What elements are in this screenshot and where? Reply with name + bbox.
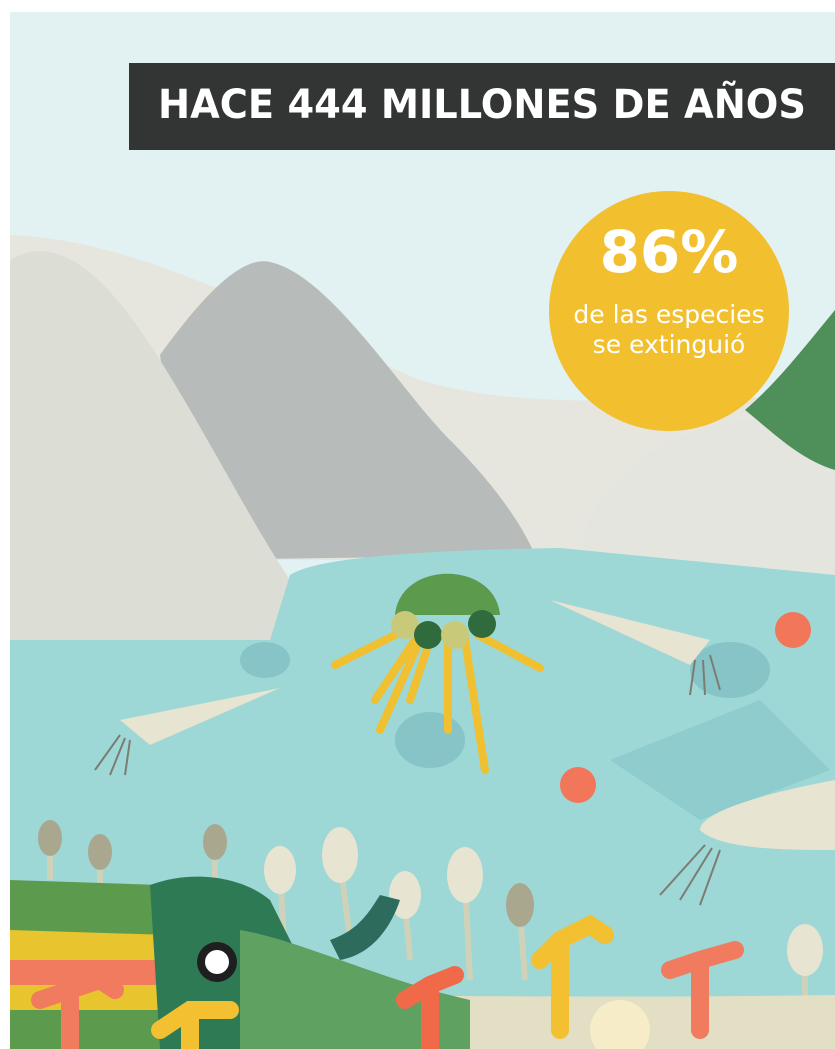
stat-caption: se extinguió [593, 330, 746, 359]
illustration: HACE 444 MILLONES DE AÑOS 86% de las esp… [0, 0, 835, 1049]
shell [775, 612, 811, 648]
title: HACE 444 MILLONES DE AÑOS [158, 80, 806, 128]
page: HACE 444 MILLONES DE AÑOS 86% de las esp… [0, 0, 835, 1049]
stat-value: 86% [600, 218, 739, 286]
shell [560, 767, 596, 803]
scene [10, 12, 835, 1049]
stat-caption: de las especies [573, 300, 764, 329]
